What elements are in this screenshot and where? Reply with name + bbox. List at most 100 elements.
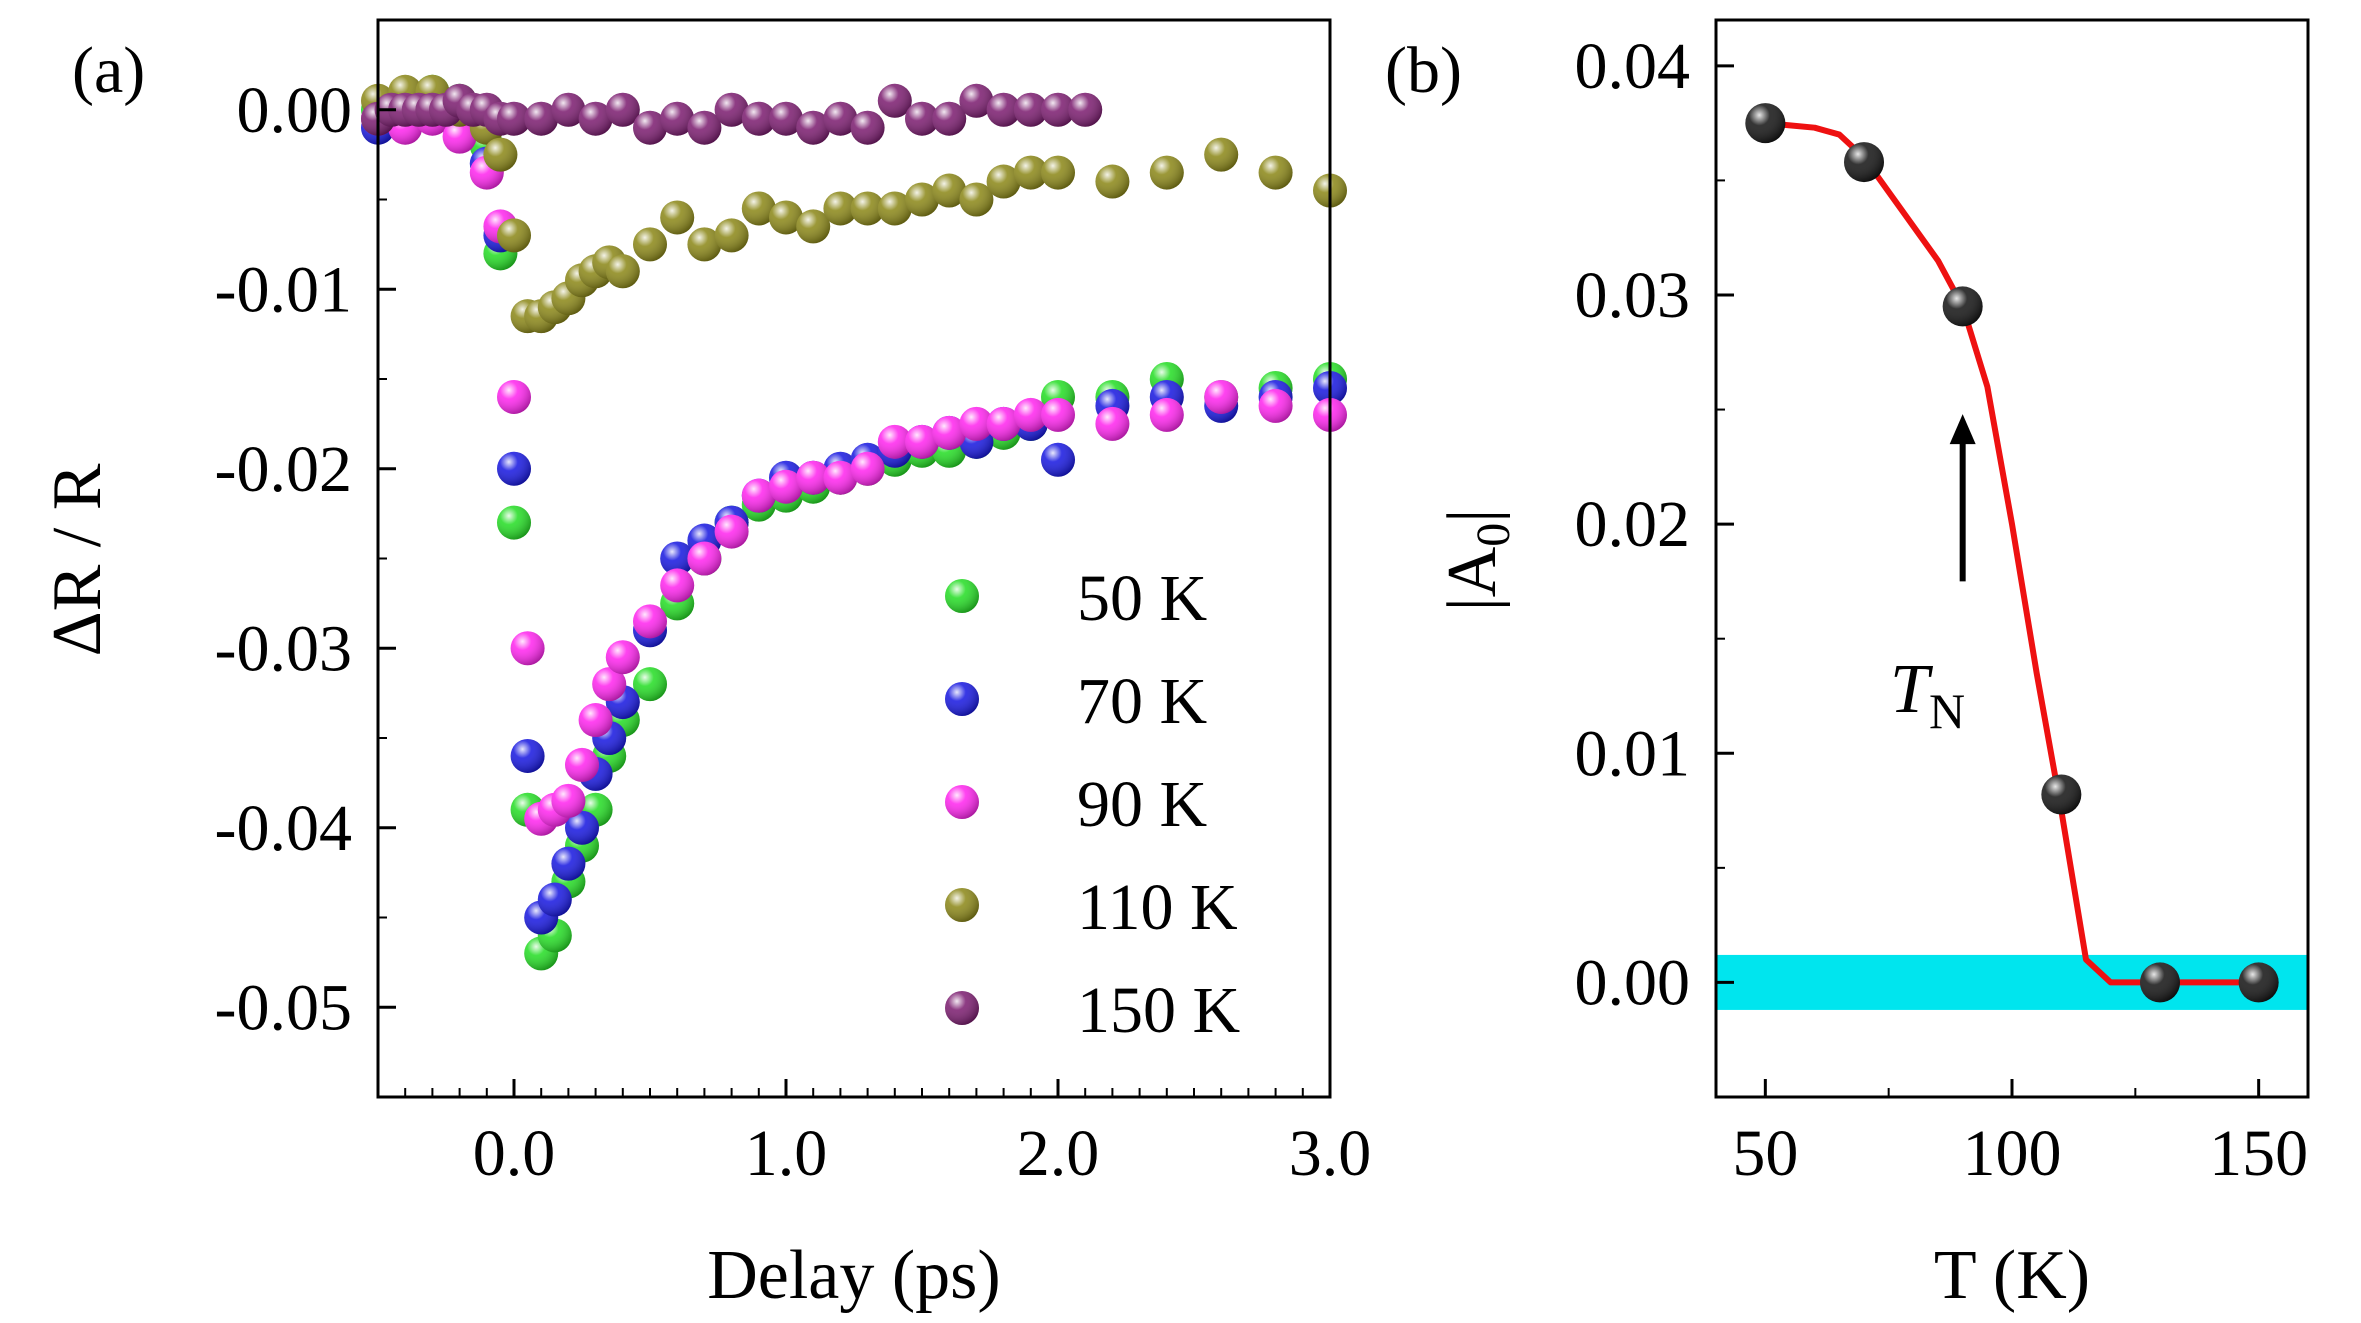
a-point-s4-31-shine	[1068, 92, 1103, 127]
legend-marker-1-shine	[945, 682, 979, 716]
a-point-s3-26-shine	[932, 173, 967, 208]
b-point-3-shine	[2041, 774, 2082, 815]
a-point-s2-18-shine	[714, 514, 749, 549]
a-point-s3-30	[1041, 155, 1075, 190]
a-point-s4-23-shine	[850, 110, 885, 145]
legend-marker-0-shine	[945, 579, 979, 613]
a-point-s4-27	[959, 83, 994, 118]
a-point-s4-18-shine	[714, 92, 749, 127]
legend-marker-4	[945, 991, 979, 1025]
legend-marker-2-shine	[945, 785, 979, 819]
a-point-s4-20-shine	[769, 101, 803, 136]
a-point-s3-26	[932, 173, 967, 208]
a-ytick-label-1: -0.01	[215, 253, 352, 326]
a-point-s3-6-shine	[497, 218, 531, 253]
a-point-s4-31	[1068, 92, 1103, 127]
a-point-s3-33	[1204, 137, 1239, 172]
a-point-s3-18-shine	[714, 218, 749, 253]
a-point-s1-10-shine	[551, 846, 586, 881]
a-point-s2-27	[959, 406, 994, 441]
legend-marker-1	[945, 682, 979, 716]
a-point-s4-14	[605, 92, 640, 127]
b-ytick-label-4: 0.04	[1575, 30, 1691, 103]
a-point-s1-10	[551, 846, 586, 881]
a-point-s2-29-shine	[1013, 397, 1048, 432]
a-point-s3-27	[959, 182, 994, 217]
a-point-s1-16	[660, 541, 695, 576]
a-point-s4-27-shine	[959, 83, 994, 118]
b-point-4-shine	[2140, 962, 2180, 1003]
a-point-s3-15	[633, 227, 667, 262]
panel-b-chart: (b) 50 100 150 0.00 0.01 0.02 0.03 0.04 T (K) |…	[1385, 18, 2310, 1314]
a-point-s4-17	[687, 110, 722, 145]
b-point-5-shine	[2238, 962, 2279, 1003]
a-point-s3-33-shine	[1204, 137, 1239, 172]
a-point-s2-32	[1149, 397, 1184, 432]
a-point-s3-20-shine	[769, 200, 803, 235]
a-point-s2-24-shine	[877, 424, 912, 459]
b-point-2	[1942, 286, 1983, 327]
panel-b-frame	[1714, 18, 2310, 1099]
a-point-s4-26	[932, 101, 967, 136]
b-xtick-label-2: 150	[2209, 1117, 2308, 1190]
a-point-s2-26	[932, 415, 967, 450]
a-point-s2-11	[565, 747, 599, 782]
panel-b-ylabel-text: |A0|	[1434, 509, 1520, 612]
legend-label-4: 150 K	[1077, 974, 1240, 1047]
a-point-s2-26-shine	[932, 415, 967, 450]
b-point-2-shine	[1942, 286, 1983, 327]
a-point-s2-21	[796, 460, 831, 495]
a-point-s4-11	[524, 101, 559, 136]
a-point-s2-12	[578, 703, 613, 738]
a-point-s1-7-shine	[510, 738, 545, 773]
a-point-s4-11-shine	[524, 101, 559, 136]
a-point-s3-15-shine	[633, 227, 667, 262]
a-point-s3-18	[714, 218, 749, 253]
a-point-s3-29	[1013, 155, 1048, 190]
a-point-s4-20	[769, 101, 803, 136]
a-point-s2-6	[497, 379, 531, 414]
a-point-s1-6-shine	[497, 451, 531, 486]
a-point-s2-34-shine	[1258, 388, 1293, 423]
a-point-s3-28-shine	[986, 164, 1021, 199]
a-point-s2-23	[850, 451, 885, 486]
a-point-s3-29-shine	[1013, 155, 1048, 190]
panel-b-ylabel: |A0|	[1434, 509, 1520, 612]
a-point-s2-30-shine	[1041, 397, 1075, 432]
a-point-s4-29	[1013, 92, 1048, 127]
a-point-s2-27-shine	[959, 406, 994, 441]
a-xtick-label-2: 2.0	[1017, 1117, 1100, 1190]
a-point-s3-21	[796, 209, 831, 244]
a-ytick-label-3: -0.03	[215, 612, 352, 685]
a-point-s4-19	[741, 101, 776, 136]
a-point-s2-19-shine	[741, 478, 776, 513]
a-point-s2-6-shine	[497, 379, 531, 414]
a-point-s2-20-shine	[769, 469, 803, 504]
panel-b-annotation: TN	[1890, 651, 1965, 739]
a-point-s3-19	[741, 191, 776, 226]
b-point-5	[2238, 962, 2279, 1003]
b-ytick-label-2: 0.02	[1575, 488, 1691, 561]
a-point-s4-22	[823, 101, 858, 136]
a-point-s2-28-shine	[986, 406, 1021, 441]
legend-label-1: 70 K	[1077, 665, 1207, 738]
a-point-s4-13	[578, 101, 613, 136]
a-point-s2-34	[1258, 388, 1293, 423]
a-point-s3-21-shine	[796, 209, 831, 244]
a-point-s2-25-shine	[905, 424, 939, 459]
a-point-s2-24	[877, 424, 912, 459]
b-xtick-label-1: 100	[1963, 1117, 2062, 1190]
a-point-s4-15-shine	[633, 110, 667, 145]
a-point-s1-16-shine	[660, 541, 695, 576]
a-point-s4-10-shine	[497, 101, 531, 136]
a-point-s2-13	[592, 667, 627, 702]
a-point-s3-32	[1149, 155, 1184, 190]
a-point-s3-5-shine	[483, 137, 518, 172]
a-point-s3-20	[769, 200, 803, 235]
a-xtick-label-1: 1.0	[745, 1117, 828, 1190]
panel-b-ylabel-sub: 0	[1467, 523, 1520, 547]
a-point-s2-15	[633, 604, 667, 639]
a-point-s2-7	[510, 631, 545, 666]
a-point-s4-18	[714, 92, 749, 127]
a-point-s2-19	[741, 478, 776, 513]
